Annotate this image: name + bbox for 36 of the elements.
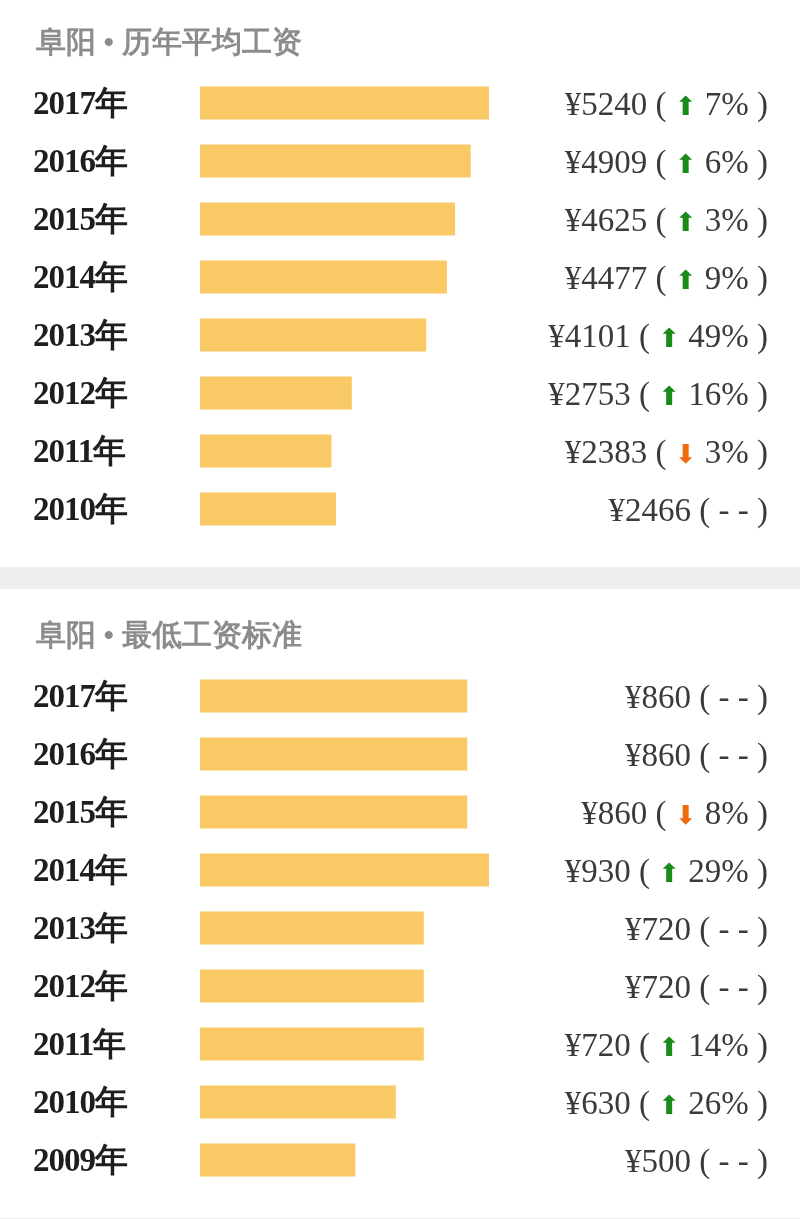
category-label: 2014年 <box>33 852 127 888</box>
category-label: 2014年 <box>33 259 127 295</box>
category-label: 2015年 <box>33 201 127 237</box>
value-label: ¥860 ( - - ) <box>625 737 768 773</box>
title: 阜阳 • 最低工资标准 <box>36 618 302 651</box>
value-label: ¥4477 ( ⬆ 9% ) <box>564 260 768 296</box>
value-label: ¥4101 ( ⬆ 49% ) <box>548 318 768 354</box>
value-label: ¥720 ( ⬆ 14% ) <box>564 1027 768 1063</box>
value-label: ¥5240 ( ⬆ 7% ) <box>564 86 768 122</box>
category-label: 2013年 <box>33 317 127 353</box>
value-label: ¥500 ( - - ) <box>625 1143 768 1179</box>
value-label: ¥2383 ( ⬇ 3% ) <box>564 434 768 470</box>
value-label: ¥720 ( - - ) <box>625 911 768 947</box>
category-label: 2012年 <box>33 375 127 411</box>
category-label: 2012年 <box>33 968 127 1004</box>
category-label: 2009年 <box>33 1142 127 1178</box>
category-label: 2015年 <box>33 794 127 830</box>
value-label: ¥860 ( - - ) <box>625 679 768 715</box>
value-label: ¥930 ( ⬆ 29% ) <box>564 853 768 889</box>
category-label: 2010年 <box>33 1084 127 1120</box>
category-label: 2010年 <box>33 491 127 527</box>
category-label: 2011年 <box>33 1026 126 1062</box>
value-label: ¥2466 ( - - ) <box>608 492 768 528</box>
category-label: 2017年 <box>33 678 127 714</box>
title: 阜阳 • 历年平均工资 <box>36 25 302 58</box>
category-label: 2011年 <box>33 433 126 469</box>
category-label: 2016年 <box>33 736 127 772</box>
value-label: ¥630 ( ⬆ 26% ) <box>564 1085 768 1121</box>
category-label: 2013年 <box>33 910 127 946</box>
value-label: ¥2753 ( ⬆ 16% ) <box>548 376 768 412</box>
category-label: 2017年 <box>33 85 127 121</box>
value-label: ¥860 ( ⬇ 8% ) <box>581 795 768 831</box>
value-label: ¥720 ( - - ) <box>625 969 768 1005</box>
value-label: ¥4909 ( ⬆ 6% ) <box>564 144 768 180</box>
value-label: ¥4625 ( ⬆ 3% ) <box>564 202 768 238</box>
category-label: 2016年 <box>33 143 127 179</box>
